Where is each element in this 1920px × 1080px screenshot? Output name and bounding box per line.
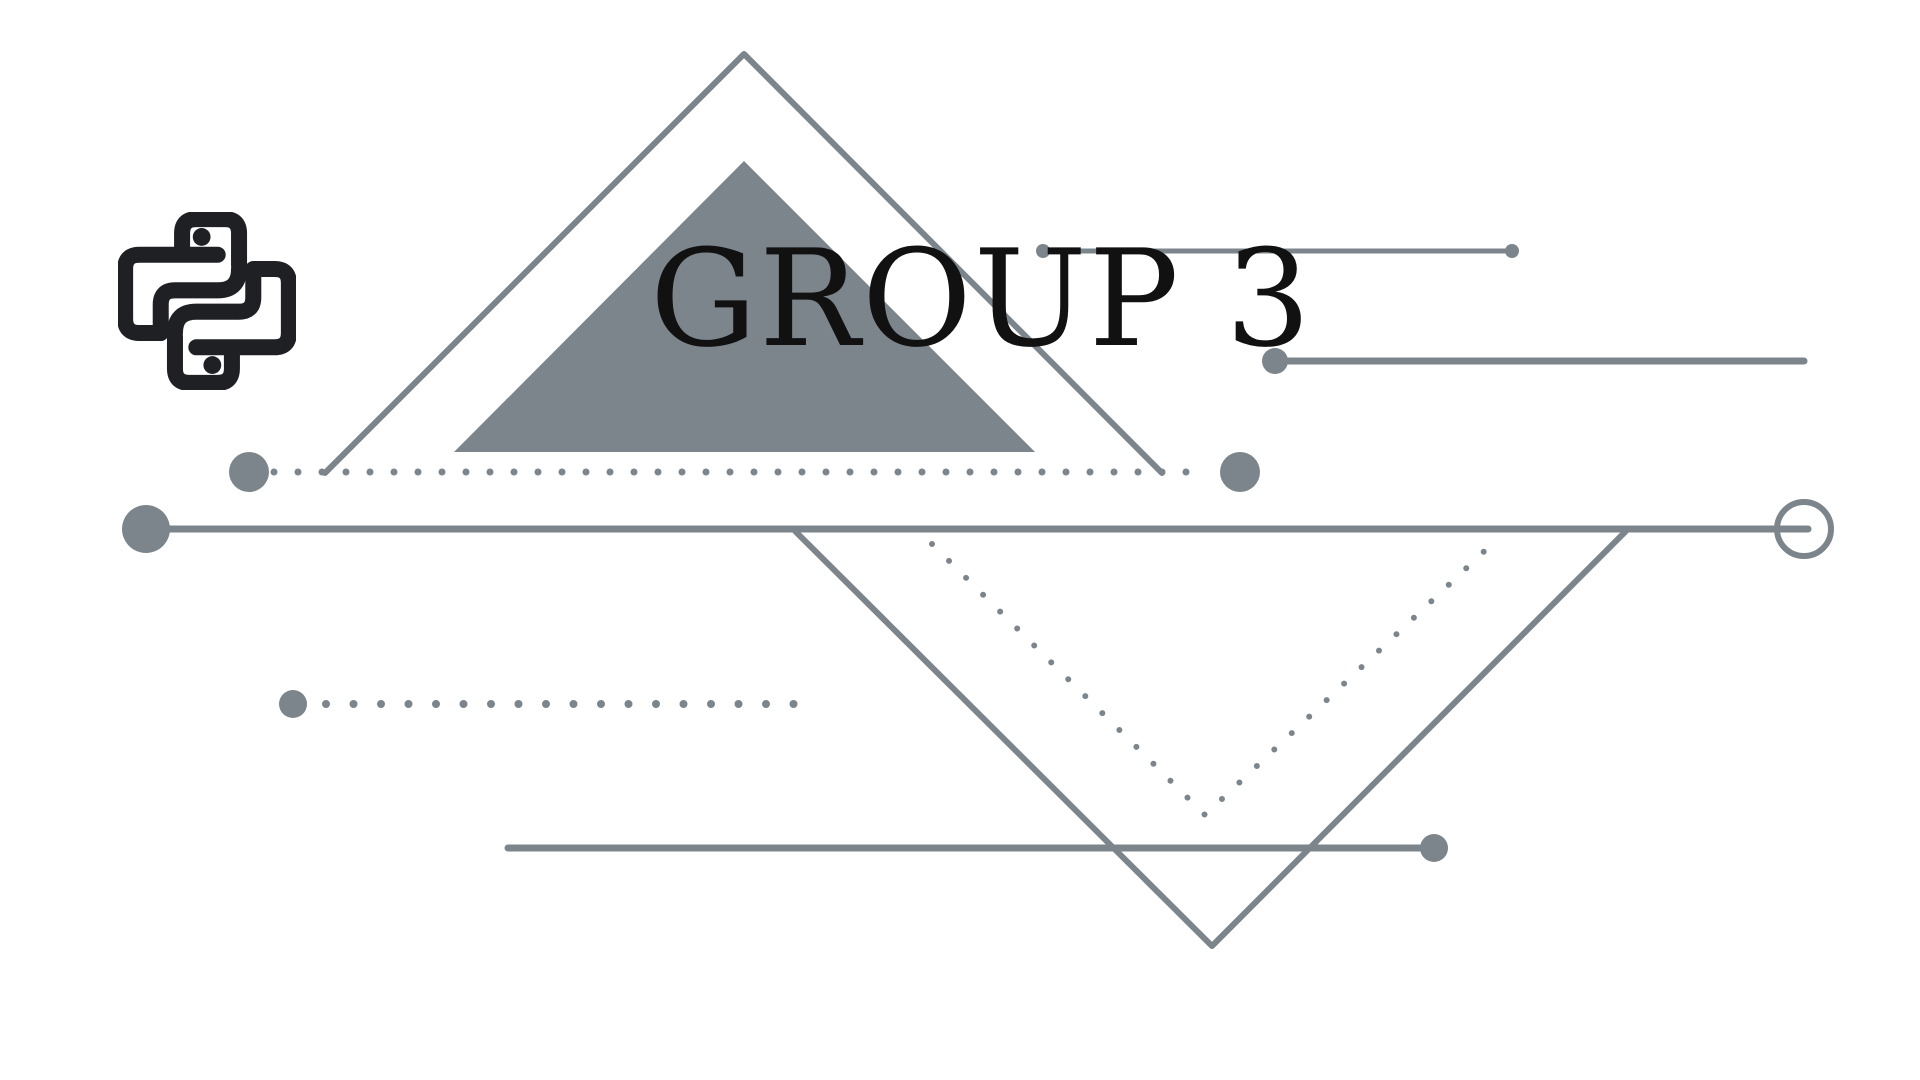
dot-line-top-right [1505,244,1519,258]
dot-bottom-right [1420,834,1448,862]
ring-rule-right [1774,499,1834,559]
inner-filled-triangle [454,161,1035,452]
dot-rule-left [122,505,170,553]
dot-upper-right [1220,452,1260,492]
dot-line-top-left [1036,244,1050,258]
lower-triangle-outline [792,528,1629,949]
dot-upper-left [229,452,269,492]
dotted-v-shape [929,540,1496,818]
dot-left-dotted [279,690,307,718]
python-logo-icon [118,212,296,390]
upper-triangle-outline [322,51,1165,476]
dot-line-middle-left [1262,348,1288,374]
slide-title: GROUP 3 [650,221,1313,377]
